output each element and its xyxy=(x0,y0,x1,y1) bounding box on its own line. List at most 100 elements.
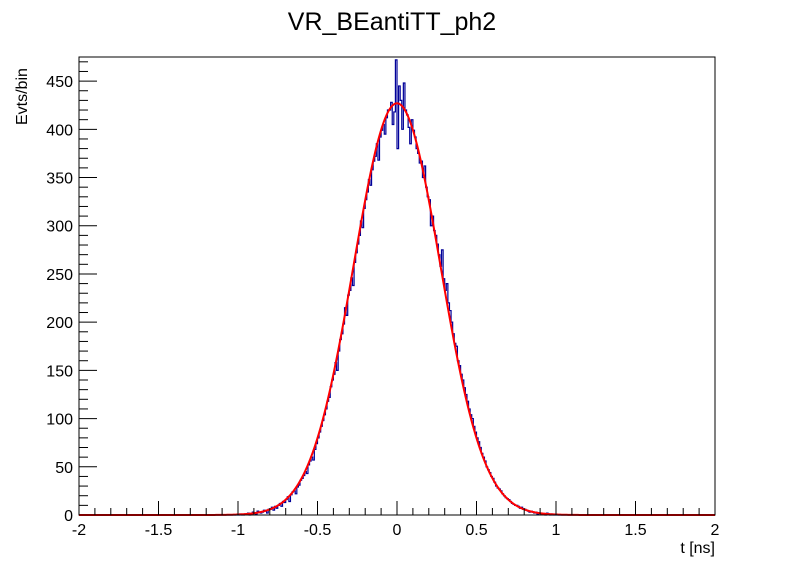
y-tick-label: 250 xyxy=(46,267,73,284)
histogram-bin xyxy=(414,137,416,515)
y-tick-label: 0 xyxy=(64,508,73,525)
histogram-bin xyxy=(478,442,480,515)
histogram-bin xyxy=(426,187,428,515)
histogram-bin xyxy=(370,185,372,515)
histogram-bin xyxy=(419,163,421,515)
histogram-bin xyxy=(448,303,450,515)
histogram-bin xyxy=(486,467,488,515)
histogram-bin xyxy=(384,134,386,515)
histogram-bin xyxy=(410,144,412,515)
histogram-bin xyxy=(461,374,463,515)
x-tick-label: -1 xyxy=(231,522,245,539)
x-axis: -2 -1.5 -1 -0.5 0 0.5 1 1.5 2 xyxy=(72,501,720,539)
histogram-bin xyxy=(496,486,498,515)
histogram-bin xyxy=(434,231,436,515)
histogram-bin xyxy=(348,295,350,515)
histogram-bin xyxy=(453,334,455,515)
histogram-bin xyxy=(343,324,345,515)
histogram-bin xyxy=(305,472,307,515)
histogram-bin xyxy=(422,178,424,515)
histogram-bin xyxy=(442,250,444,515)
histogram-bin xyxy=(445,290,447,515)
histogram-bin xyxy=(480,448,482,515)
x-tick-label: 1 xyxy=(552,522,561,539)
y-tick-label: 150 xyxy=(46,363,73,380)
y-tick-label: 350 xyxy=(46,171,73,188)
histogram-bin xyxy=(511,503,513,515)
histogram-bin xyxy=(340,340,342,515)
histogram-bin xyxy=(332,380,334,515)
histogram-bin xyxy=(467,401,469,515)
histogram-bin xyxy=(357,244,359,515)
histogram-bin xyxy=(421,161,423,515)
histogram-bin xyxy=(294,491,296,515)
y-tick-label: 400 xyxy=(46,122,73,139)
y-tick-label: 450 xyxy=(46,74,73,91)
histogram-bin xyxy=(413,130,415,515)
histogram-data-series xyxy=(79,59,715,516)
histogram-bin xyxy=(325,409,327,515)
histogram-bin xyxy=(321,426,323,515)
histogram-bin xyxy=(446,284,448,515)
histogram-bin xyxy=(324,415,326,515)
histogram-bin xyxy=(389,110,391,515)
y-axis-label: Evts/bin xyxy=(14,68,31,125)
histogram-bin xyxy=(519,508,521,515)
histogram-bin xyxy=(378,160,380,515)
histogram-bin xyxy=(416,149,418,515)
histogram-bin xyxy=(338,351,340,515)
histogram-bin xyxy=(351,278,353,515)
histogram-bin xyxy=(365,200,367,515)
x-tick-label: -1.5 xyxy=(145,522,173,539)
histogram-bin xyxy=(346,315,348,515)
histogram-bin xyxy=(402,129,404,515)
histogram-bin xyxy=(411,120,413,515)
histogram-bin xyxy=(505,498,507,515)
histogram-bin xyxy=(451,322,453,515)
histogram-bin xyxy=(381,130,383,515)
histogram-bin xyxy=(435,235,437,515)
histogram-bin xyxy=(513,504,515,515)
histogram-bin xyxy=(429,200,431,515)
histogram-bin xyxy=(427,197,429,515)
histogram-bin xyxy=(456,346,458,515)
histogram-bin xyxy=(345,308,347,515)
histogram-bin xyxy=(313,460,315,515)
fit-curve xyxy=(79,102,715,516)
histogram-bin xyxy=(289,502,291,515)
histogram-bin xyxy=(488,470,490,515)
histogram-bin xyxy=(443,279,445,515)
y-tick-label: 100 xyxy=(46,412,73,429)
histogram-bin xyxy=(432,216,434,515)
histogram-bin xyxy=(408,127,410,515)
histogram-bin xyxy=(330,387,332,515)
histogram-bin xyxy=(311,457,313,515)
histogram-bin xyxy=(449,311,451,515)
histogram-bin xyxy=(372,170,374,515)
histogram-bin xyxy=(400,100,402,515)
histogram-bin xyxy=(356,253,358,515)
histogram-bin xyxy=(472,419,474,515)
histogram-bin xyxy=(465,394,467,515)
histogram-bin xyxy=(502,494,504,515)
y-tick-label: 200 xyxy=(46,315,73,332)
histogram-bin xyxy=(500,491,502,515)
histogram-bin xyxy=(387,110,389,515)
x-tick-label: -0.5 xyxy=(304,522,332,539)
histogram-bin xyxy=(337,370,339,515)
histogram-bin xyxy=(373,161,375,515)
histogram-bin xyxy=(276,508,278,515)
histogram-bin xyxy=(494,482,496,515)
histogram-bin xyxy=(354,262,356,515)
x-tick-label: 1.5 xyxy=(624,522,646,539)
histogram-bin xyxy=(298,485,300,515)
histogram-bin xyxy=(405,110,407,515)
histogram-bin xyxy=(386,118,388,515)
histogram-bin xyxy=(464,388,466,515)
histogram-bin xyxy=(273,510,275,515)
histogram-bin xyxy=(364,208,366,515)
histogram-bin xyxy=(459,366,461,515)
histogram-bin xyxy=(295,494,297,515)
x-tick-label: 2 xyxy=(711,522,720,539)
y-axis: 0 50 100 150 200 250 300 350 400 450 xyxy=(46,61,97,525)
